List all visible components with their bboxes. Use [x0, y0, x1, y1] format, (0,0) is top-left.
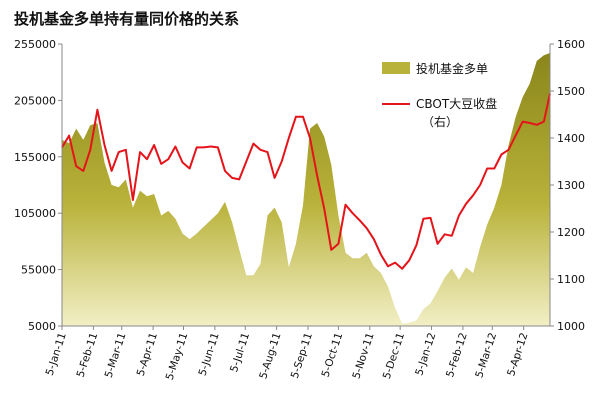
- left-tick-label: 55000: [21, 264, 56, 277]
- right-tick-label: 1300: [557, 179, 585, 192]
- x-tick-label: 5-Feb-12: [444, 331, 470, 379]
- right-tick-label: 1400: [557, 132, 585, 145]
- left-tick-label: 205000: [14, 94, 56, 107]
- line-series-cbot-soybean: [61, 93, 551, 270]
- legend: 投机基金多单 CBOT大豆收盘 （右）: [382, 61, 501, 129]
- x-tick-label: 5-Apr-11: [135, 331, 160, 377]
- x-tick-label: 5-Mar-12: [473, 331, 499, 379]
- x-tick-label: 5-Sep-11: [289, 331, 315, 380]
- x-tick-label: 5-Jan-11: [44, 331, 69, 377]
- x-tick-label: 5-Dec-11: [381, 331, 407, 380]
- x-tick-label: 5-Jul-11: [228, 331, 252, 374]
- legend-label-area: 投机基金多单: [416, 61, 488, 76]
- area-series-fund-long: [62, 53, 550, 326]
- left-tick-label: 155000: [14, 151, 56, 164]
- right-tick-label: 1100: [557, 273, 585, 286]
- x-tick-label: 5-Jun-11: [197, 331, 222, 377]
- right-tick-label: 1500: [557, 85, 585, 98]
- x-tick-label: 5-Feb-11: [75, 331, 101, 379]
- x-tick-label: 5-Nov-11: [350, 331, 376, 380]
- x-tick-label: 5-Oct-11: [320, 331, 346, 379]
- left-tick-label: 255000: [14, 38, 56, 51]
- legend-label-line: CBOT大豆收盘 （右）: [416, 96, 501, 129]
- right-tick-label: 1200: [557, 226, 585, 239]
- x-tick-label: 5-Aug-11: [257, 331, 283, 380]
- x-tick-label: 5-Jan-12: [413, 331, 438, 377]
- left-axis: 5000 55000 105000 155000 205000 255000: [14, 38, 62, 333]
- legend-swatch-area: [382, 62, 410, 74]
- plot-area: [61, 44, 551, 327]
- x-tick-label: 5-Apr-12: [505, 331, 530, 377]
- right-axis: 1000 1100 1200 1300 1400 1500 1600: [550, 38, 585, 333]
- x-axis: 5-Jan-11 5-Feb-11 5-Mar-11 5-Apr-11 5-May-11…: [44, 326, 531, 382]
- left-tick-label: 5000: [28, 320, 56, 333]
- right-tick-label: 1000: [557, 320, 585, 333]
- chart-title: 投机基金多单持有量同价格的关系: [14, 10, 239, 28]
- x-tick-label: 5-Mar-11: [103, 331, 129, 379]
- x-tick-label: 5-May-11: [164, 331, 191, 381]
- left-tick-label: 105000: [14, 207, 56, 220]
- right-tick-label: 1600: [557, 38, 585, 51]
